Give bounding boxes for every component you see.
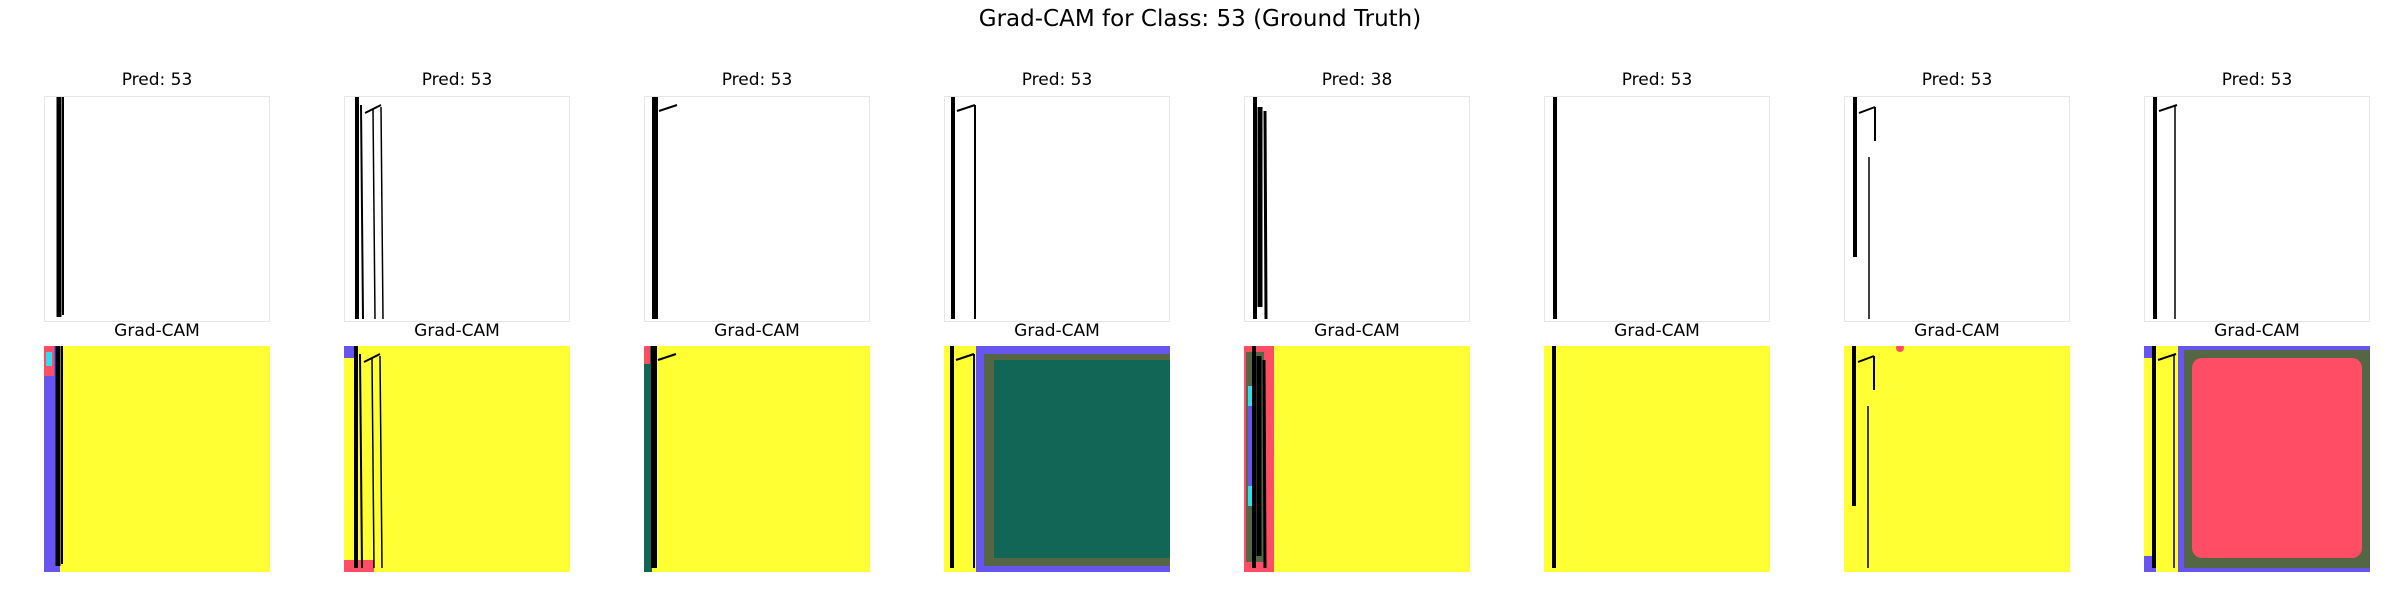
input-image-3: [644, 96, 870, 322]
gradcam-label-2: Grad-CAM: [414, 321, 500, 341]
pred-label-4: Pred: 53: [1021, 70, 1093, 90]
gradcam-label-5: Grad-CAM: [1314, 321, 1400, 341]
gradcam-heatmap-7: [1844, 346, 2070, 572]
figure-title: Grad-CAM for Class: 53 (Ground Truth): [978, 6, 1422, 32]
pred-label-5: Pred: 38: [1321, 70, 1393, 90]
input-image-8: [2144, 96, 2370, 322]
pred-label-2: Pred: 53: [421, 70, 493, 90]
input-image-1: [44, 96, 270, 322]
gradcam-heatmap-3: [644, 346, 870, 572]
pred-label-1: Pred: 53: [121, 70, 193, 90]
gradcam-label-7: Grad-CAM: [1914, 321, 2000, 341]
input-image-7: [1844, 96, 2070, 322]
input-image-2: [344, 96, 570, 322]
input-image-4: [944, 96, 1170, 322]
pred-label-3: Pred: 53: [721, 70, 793, 90]
gradcam-heatmap-1: [44, 346, 270, 572]
gradcam-heatmap-4: [944, 346, 1170, 572]
gradcam-heatmap-8: [2144, 346, 2370, 572]
input-image-5: [1244, 96, 1470, 322]
gradcam-label-1: Grad-CAM: [114, 321, 200, 341]
gradcam-label-8: Grad-CAM: [2214, 321, 2300, 341]
gradcam-heatmap-5: [1244, 346, 1470, 572]
gradcam-label-6: Grad-CAM: [1614, 321, 1700, 341]
pred-label-6: Pred: 53: [1621, 70, 1693, 90]
gradcam-heatmap-2: [344, 346, 570, 572]
gradcam-label-4: Grad-CAM: [1014, 321, 1100, 341]
input-image-6: [1544, 96, 1770, 322]
pred-label-7: Pred: 53: [1921, 70, 1993, 90]
pred-label-8: Pred: 53: [2221, 70, 2293, 90]
gradcam-heatmap-6: [1544, 346, 1770, 572]
gradcam-label-3: Grad-CAM: [714, 321, 800, 341]
